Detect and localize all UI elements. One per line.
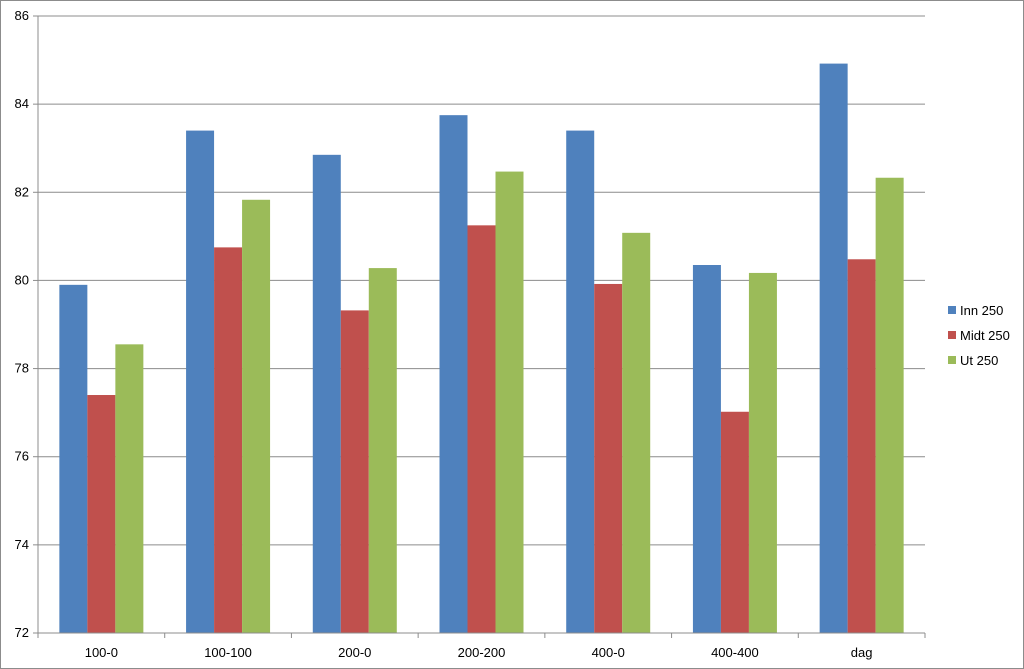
- x-tick-label: 200-200: [458, 645, 506, 660]
- bars: [59, 63, 904, 634]
- legend-swatch: [948, 306, 956, 314]
- bar-inn-250-200-200: [439, 115, 468, 634]
- y-tick-label: 72: [15, 625, 29, 640]
- legend-swatch: [948, 331, 956, 339]
- bar-inn-250-200-0: [312, 154, 341, 633]
- legend-item: Inn 250: [948, 303, 1003, 318]
- y-tick-label: 82: [15, 184, 29, 199]
- bar-ut-250-200-0: [368, 268, 397, 633]
- y-tick-label: 84: [15, 96, 29, 111]
- bar-midt-250-400-0: [594, 283, 623, 633]
- bar-ut-250-100-0: [115, 344, 144, 633]
- y-tick-label: 80: [15, 272, 29, 287]
- bar-ut-250-400-400: [748, 272, 777, 633]
- x-tick-label: 400-400: [711, 645, 759, 660]
- bar-ut-250-400-0: [622, 232, 651, 633]
- bar-inn-250-dag: [819, 63, 848, 633]
- x-tick-label: 100-100: [204, 645, 252, 660]
- bar-midt-250-200-200: [467, 225, 496, 633]
- bar-ut-250-200-200: [495, 171, 524, 633]
- legend-label: Inn 250: [960, 303, 1003, 318]
- legend-item: Ut 250: [948, 353, 998, 368]
- y-tick-label: 78: [15, 361, 29, 376]
- bar-midt-250-200-0: [340, 310, 369, 633]
- bar-ut-250-100-100: [242, 199, 271, 633]
- x-tick-labels: 100-0 100-100 200-0 200-200 400-0 400-400 dag: [85, 645, 873, 660]
- legend-item: Midt 250: [948, 328, 1010, 343]
- bar-inn-250-100-100: [186, 130, 215, 634]
- x-tick-label: 100-0: [85, 645, 118, 660]
- axes: [33, 15, 926, 638]
- y-tick-label: 74: [15, 537, 29, 552]
- y-tick-labels: 72 74 76 78 80 82 84 86: [15, 8, 29, 640]
- bar-midt-250-100-0: [87, 395, 116, 633]
- x-tick-label: 200-0: [338, 645, 371, 660]
- x-tick-label: 400-0: [592, 645, 625, 660]
- legend: Inn 250 Midt 250 Ut 250: [948, 303, 1010, 368]
- legend-label: Midt 250: [960, 328, 1010, 343]
- bar-inn-250-400-400: [692, 265, 721, 633]
- bar-ut-250-dag: [875, 177, 904, 634]
- bar-midt-250-dag: [847, 259, 876, 633]
- bar-midt-250-400-400: [720, 411, 749, 633]
- bar-inn-250-100-0: [59, 284, 88, 633]
- bar-inn-250-400-0: [566, 130, 595, 634]
- y-tick-label: 86: [15, 8, 29, 23]
- x-tick-label: dag: [851, 645, 873, 660]
- bar-midt-250-100-100: [214, 247, 243, 633]
- legend-label: Ut 250: [960, 353, 998, 368]
- legend-swatch: [948, 356, 956, 364]
- y-tick-label: 76: [15, 449, 29, 464]
